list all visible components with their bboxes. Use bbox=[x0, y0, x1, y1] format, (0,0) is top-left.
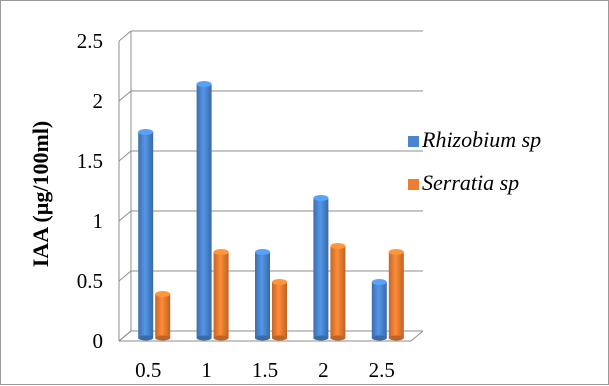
y-tick-label: 0 bbox=[93, 329, 104, 353]
y-tick-label: 2.5 bbox=[77, 29, 103, 53]
bar-base-serratia-sp bbox=[388, 335, 404, 341]
bar-base-rhizobium-sp bbox=[138, 335, 154, 341]
bar-top-serratia-sp bbox=[272, 279, 287, 285]
bar-top-rhizobium-sp bbox=[371, 279, 387, 285]
bar-base-serratia-sp bbox=[213, 335, 229, 341]
bar-top-serratia-sp bbox=[155, 291, 171, 297]
bar-top-serratia-sp bbox=[213, 249, 229, 255]
bar-serratia-sp bbox=[272, 282, 287, 338]
x-tick-label: 2.5 bbox=[369, 358, 395, 382]
bar-base-rhizobium-sp bbox=[371, 335, 387, 341]
floor-left-edge bbox=[118, 330, 132, 342]
x-tick-label: 0.5 bbox=[135, 358, 161, 382]
bar-top-rhizobium-sp bbox=[313, 195, 329, 201]
gridlines bbox=[118, 30, 423, 342]
legend-swatch-serratia-sp bbox=[408, 179, 419, 190]
y-tick-label: 1.5 bbox=[77, 149, 103, 173]
axes bbox=[118, 31, 424, 342]
bar-rhizobium-sp bbox=[196, 84, 212, 338]
x-tick-label: 1 bbox=[201, 358, 212, 382]
bar-rhizobium-sp bbox=[371, 282, 387, 338]
bar-serratia-sp bbox=[330, 246, 346, 338]
bar-serratia-sp bbox=[213, 252, 229, 338]
bar-base-serratia-sp bbox=[330, 335, 346, 341]
bar-base-rhizobium-sp bbox=[255, 335, 270, 341]
bar-base-rhizobium-sp bbox=[313, 335, 329, 341]
x-tick-label: 1.5 bbox=[252, 358, 278, 382]
y-tick-label: 1 bbox=[93, 209, 104, 233]
bar-rhizobium-sp bbox=[138, 132, 154, 338]
y-tick-label: 2 bbox=[93, 89, 104, 113]
x-tick-label: 2 bbox=[318, 358, 329, 382]
bar-top-rhizobium-sp bbox=[255, 249, 270, 255]
gridline-depth bbox=[118, 150, 132, 162]
bars bbox=[138, 81, 404, 341]
legend: Rhizobium sp Serratia sp bbox=[408, 127, 541, 195]
bar-top-serratia-sp bbox=[330, 243, 346, 249]
bar-top-serratia-sp bbox=[388, 249, 404, 255]
legend-swatch-rhizobium-sp bbox=[408, 136, 419, 147]
bar-serratia-sp bbox=[155, 294, 171, 338]
bar-rhizobium-sp bbox=[313, 198, 329, 338]
legend-label-serratia-sp: Serratia sp bbox=[422, 170, 519, 195]
bar-serratia-sp bbox=[388, 252, 404, 338]
bar-top-rhizobium-sp bbox=[138, 129, 154, 135]
bar-base-serratia-sp bbox=[155, 335, 171, 341]
bar-base-serratia-sp bbox=[272, 335, 287, 341]
bar-top-rhizobium-sp bbox=[196, 81, 212, 87]
y-axis-title: IAA (µg/100ml) bbox=[28, 121, 53, 268]
y-tick-labels: 0 0.5 1 1.5 2 2.5 bbox=[77, 29, 103, 353]
bar-base-rhizobium-sp bbox=[196, 335, 212, 341]
floor-right-edge bbox=[410, 330, 424, 342]
y-tick-label: 0.5 bbox=[77, 269, 103, 293]
gridline-depth bbox=[118, 30, 132, 42]
gridline-depth bbox=[118, 210, 132, 222]
gridline-depth bbox=[118, 270, 132, 282]
x-tick-labels: 0.5 1 1.5 2 2.5 bbox=[135, 358, 395, 382]
bar-rhizobium-sp bbox=[255, 252, 270, 338]
gridline-depth bbox=[118, 90, 132, 102]
legend-label-rhizobium-sp: Rhizobium sp bbox=[421, 127, 541, 152]
